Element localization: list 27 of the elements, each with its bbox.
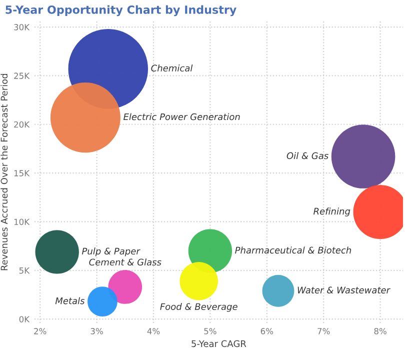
y-tick-label: 30K <box>14 24 30 30</box>
x-tick-label: 2% <box>34 328 46 334</box>
series-label: Refining <box>314 208 350 216</box>
y-tick-label: 15K <box>14 170 30 176</box>
series-label: Food & Beverage <box>160 303 238 312</box>
x-tick-label: 5% <box>204 328 216 334</box>
series-label: Cement & Glass <box>89 258 162 266</box>
x-axis-title: 5-Year CAGR <box>192 340 246 348</box>
x-tick-label: 8% <box>374 328 386 334</box>
y-tick-label: 0K <box>19 316 30 322</box>
x-tick-label: 6% <box>260 328 274 334</box>
series-label: Chemical <box>151 64 193 72</box>
series-label: Electric Power Generation <box>123 113 240 120</box>
y-axis-title: Revenues Accrued Over the Forecast Period <box>0 74 8 270</box>
x-tick-label: 7% <box>318 328 330 334</box>
y-tick-label: 10K <box>14 218 30 226</box>
series-label: Pulp & Paper <box>82 248 140 256</box>
series-label: Pharmaceutical & Biotech <box>235 246 352 254</box>
y-tick-label: 5K <box>19 268 30 274</box>
series-label: Oil & Gas <box>286 152 328 160</box>
x-tick-label: 4% <box>147 328 160 334</box>
series-label: Water & Wastewater <box>298 286 390 294</box>
y-tick-label: 20K <box>14 121 30 128</box>
x-tick-label: 3% <box>90 328 103 334</box>
chart-title: 5-Year Opportunity Chart by Industry <box>6 5 236 16</box>
y-tick-label: 25K <box>14 72 30 79</box>
series-label: Metals <box>55 297 85 304</box>
